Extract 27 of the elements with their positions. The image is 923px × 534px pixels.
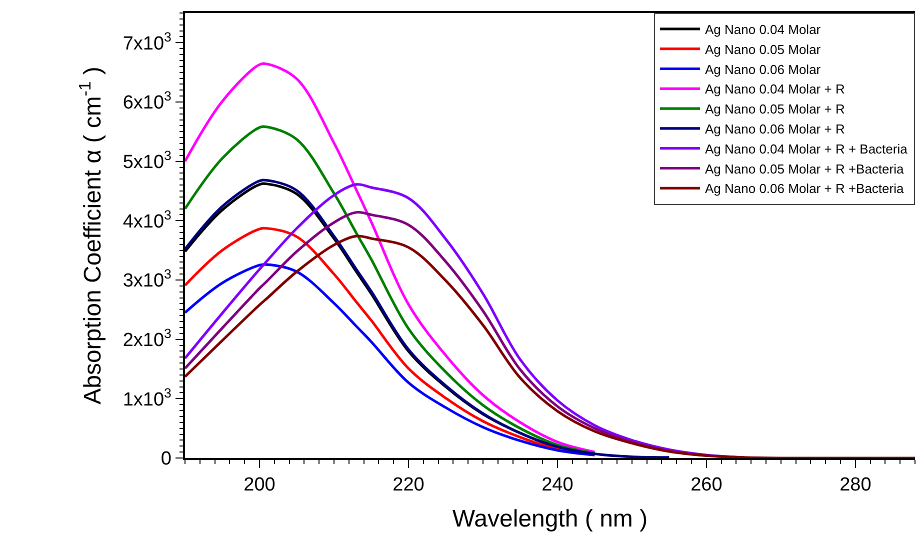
legend-label: Ag Nano 0.06 Molar + R +Bacteria <box>705 181 904 196</box>
y-tick-label: 4x10$^{3}$ <box>122 207 172 232</box>
x-axis-title: Wavelength ( nm ) <box>452 505 648 532</box>
legend-label: Ag Nano 0.05 Molar <box>705 42 822 57</box>
y-tick-label: 1x10$^{3}$ <box>122 385 172 410</box>
line-series <box>185 62 596 454</box>
y-tick-label: 0 <box>160 448 172 470</box>
x-tick-label: 220 <box>392 474 424 496</box>
y-tick-label: 6x10$^{3}$ <box>122 88 172 114</box>
legend-label: Ag Nano 0.04 Molar + R + Bacteria <box>705 141 908 156</box>
line-series <box>185 263 596 456</box>
y-tick-label: 2x10$^{3}$ <box>122 326 172 351</box>
x-tick-label: 260 <box>690 474 722 496</box>
y-tick-label: 3x10$^{3}$ <box>122 266 172 292</box>
legend-label: Ag Nano 0.04 Molar <box>705 22 822 38</box>
y-tick-label: 7x10$^{3}$ <box>122 29 172 54</box>
legend-label: Ag Nano 0.04 Molar + R <box>705 82 845 97</box>
x-tick-label: 200 <box>244 474 276 496</box>
legend-label: Ag Nano 0.05 Molar + R <box>705 102 845 117</box>
x-tick-label: 240 <box>542 474 574 496</box>
y-tick-label: 5x10$^{3}$ <box>122 148 172 173</box>
line-series <box>185 125 596 455</box>
legend-label: Ag Nano 0.06 Molar <box>705 62 822 77</box>
legend-label: Ag Nano 0.06 Molar + R <box>705 122 845 137</box>
line-series <box>185 234 915 458</box>
legend-label: Ag Nano 0.05 Molar + R +Bacteria <box>705 161 904 176</box>
x-tick-label: 280 <box>840 474 872 496</box>
